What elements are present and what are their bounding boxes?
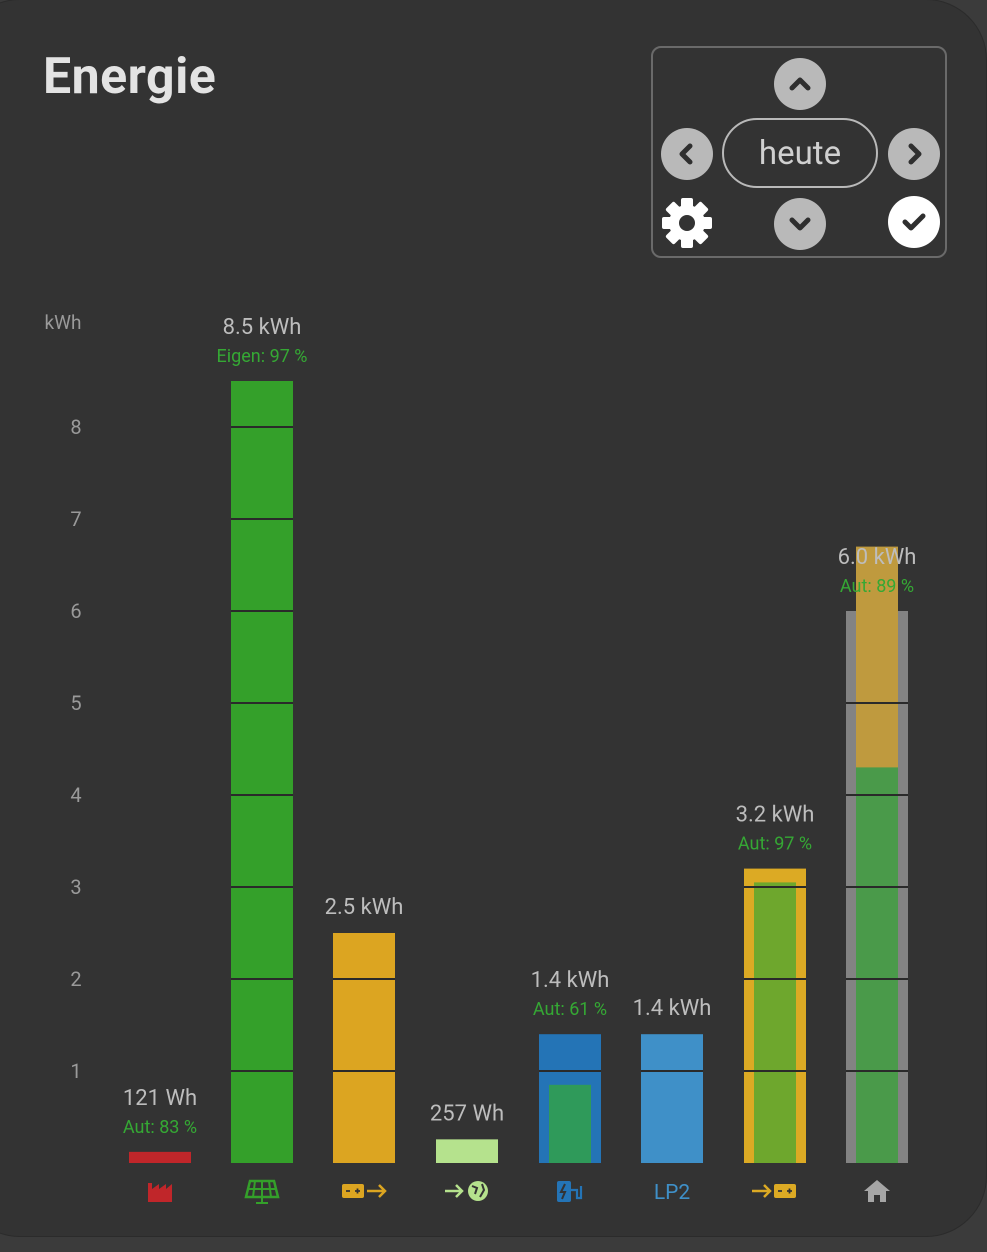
bar-grid-export	[436, 1139, 498, 1163]
previous-day-button[interactable]	[661, 128, 713, 180]
chevron-left-icon	[679, 143, 693, 165]
house-shape	[864, 1180, 890, 1202]
ev-charger-icon	[557, 1181, 583, 1202]
arrow-right-shape	[445, 1184, 464, 1198]
charger-cable	[571, 1186, 583, 1200]
bar-inner-lp1	[549, 1084, 591, 1163]
confirm-button[interactable]	[888, 196, 940, 248]
bar-lp2	[641, 1034, 703, 1163]
bar-value-label-battery-out: 2.5 kWh	[325, 895, 404, 920]
y-tick-label-1: 1	[70, 1059, 81, 1083]
globe-shape	[468, 1181, 488, 1201]
battery-charge-icon	[752, 1184, 796, 1198]
previous-month-button[interactable]	[774, 58, 826, 110]
bar-value-label-battery-in: 3.2 kWh	[736, 803, 815, 828]
bar-pv	[231, 381, 293, 1163]
chevron-up-icon	[789, 77, 811, 91]
check-icon	[902, 213, 926, 231]
factory-shape	[148, 1183, 172, 1202]
arrow-right-shape	[367, 1184, 387, 1198]
chevron-right-icon	[908, 143, 922, 165]
arrow-right-shape	[752, 1184, 772, 1198]
bar-autarky-label-evu: Aut: 83 %	[123, 1117, 197, 1138]
y-tick-label-5: 5	[70, 691, 81, 715]
bar-inner2-house	[856, 767, 898, 1163]
bar-autarky-label-battery-in: Aut: 97 %	[738, 834, 812, 855]
y-tick-label-7: 7	[70, 507, 81, 531]
bar-inner-battery-in	[754, 882, 796, 1163]
date-navigation-panel: heute	[651, 46, 947, 258]
solar-panel-icon	[244, 1179, 280, 1204]
gear-icon	[662, 198, 712, 248]
next-day-button[interactable]	[888, 128, 940, 180]
bar-value-label-lp2: 1.4 kWh	[633, 996, 712, 1021]
battery-signs	[778, 1188, 792, 1194]
y-tick-label-6: 6	[70, 599, 81, 623]
y-tick-label-2: 2	[70, 967, 81, 991]
factory-icon	[148, 1183, 172, 1202]
house-icon	[864, 1180, 890, 1202]
y-tick-label-8: 8	[70, 415, 81, 439]
lp2-category-label: LP2	[654, 1181, 691, 1205]
battery-body	[774, 1184, 796, 1198]
globe-continents	[471, 1183, 486, 1198]
period-button[interactable]: heute	[722, 118, 878, 188]
bar-value-label-pv: 8.5 kWh	[223, 315, 302, 340]
chevron-down-icon	[789, 217, 811, 231]
battery-signs	[346, 1188, 360, 1194]
bar-autarky-label-house: Aut: 89 %	[840, 576, 914, 597]
bar-value-label-house: 6.0 kWh	[838, 545, 917, 570]
solar-panel-grid	[248, 1180, 276, 1204]
bar-autarky-label-pv: Eigen: 97 %	[217, 346, 308, 367]
next-month-button[interactable]	[774, 198, 826, 250]
bar-evu	[129, 1151, 191, 1163]
bar-value-label-grid-export: 257 Wh	[430, 1101, 504, 1126]
y-tick-label-4: 4	[70, 783, 81, 807]
bar-battery-out	[333, 933, 395, 1163]
page-title: Energie	[43, 48, 217, 106]
charger-bolt	[559, 1183, 567, 1200]
solar-panel-frame	[244, 1179, 280, 1199]
bar-value-label-lp1: 1.4 kWh	[531, 968, 610, 993]
grid-export-icon	[445, 1181, 488, 1201]
y-axis-label: kWh	[45, 311, 82, 334]
battery-discharge-icon	[342, 1184, 387, 1198]
battery-body	[342, 1184, 364, 1198]
bar-value-label-evu: 121 Wh	[123, 1086, 197, 1111]
y-tick-label-3: 3	[70, 875, 81, 899]
settings-button[interactable]	[660, 196, 714, 250]
bar-autarky-label-lp1: Aut: 61 %	[533, 999, 607, 1020]
